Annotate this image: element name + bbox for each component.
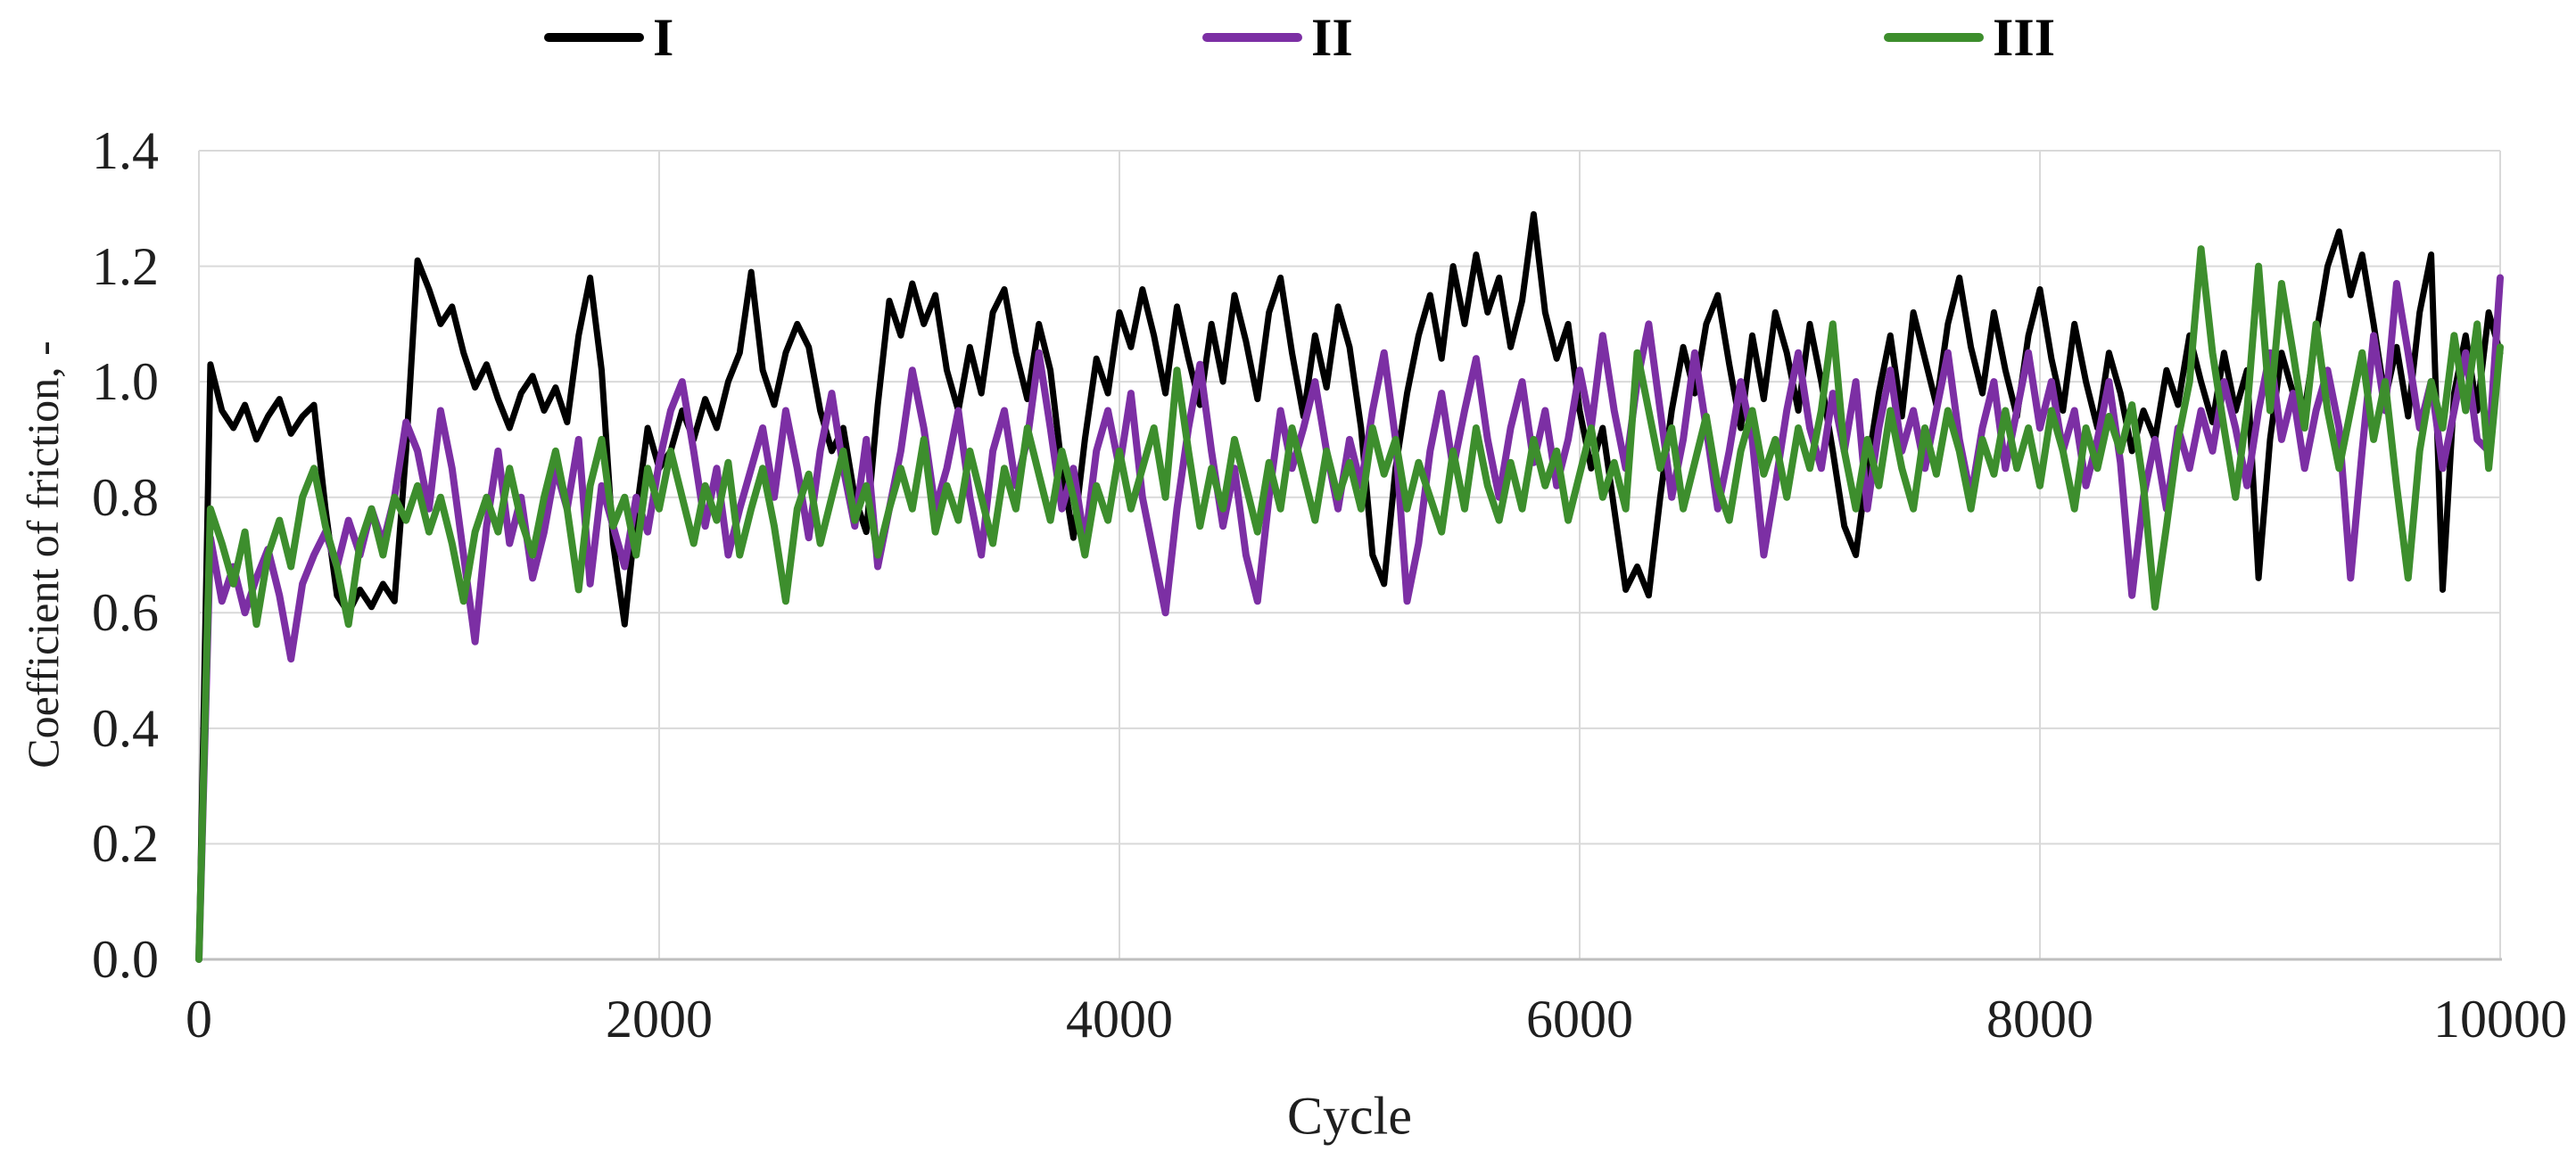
y-tick-label: 0.8 bbox=[92, 467, 159, 527]
x-tick-label: 2000 bbox=[606, 990, 713, 1049]
y-tick-label: 1.4 bbox=[92, 121, 159, 180]
legend-item-1: I bbox=[544, 8, 674, 67]
legend-line-swatch-III bbox=[1884, 33, 1984, 42]
y-tick-label: 0.0 bbox=[92, 930, 159, 989]
x-tick-label: 0 bbox=[186, 990, 212, 1049]
y-tick-label: 0.2 bbox=[92, 814, 159, 874]
legend-label-I: I bbox=[653, 8, 674, 67]
x-tick-label: 8000 bbox=[1986, 990, 2093, 1049]
x-tick-label: 10000 bbox=[2433, 990, 2567, 1049]
legend-line-swatch-II bbox=[1202, 33, 1302, 42]
y-tick-label: 0.6 bbox=[92, 583, 159, 643]
legend-item-2: II bbox=[1202, 8, 1353, 67]
y-tick-label: 1.2 bbox=[92, 236, 159, 296]
x-tick-label: 4000 bbox=[1066, 990, 1173, 1049]
series-line-II bbox=[195, 274, 2504, 963]
y-tick-label: 1.0 bbox=[92, 352, 159, 412]
series-line-I bbox=[195, 210, 2504, 963]
legend-label-III: III bbox=[1993, 8, 2056, 67]
legend-line-swatch-I bbox=[544, 33, 644, 42]
legend-label-II: II bbox=[1311, 8, 1353, 67]
x-axis-title: Cycle bbox=[1287, 1086, 1412, 1146]
legend-item-3: III bbox=[1884, 8, 2056, 67]
x-tick-label: 6000 bbox=[1526, 990, 1633, 1049]
series-line-III bbox=[195, 245, 2504, 963]
y-tick-label: 0.4 bbox=[92, 698, 159, 758]
